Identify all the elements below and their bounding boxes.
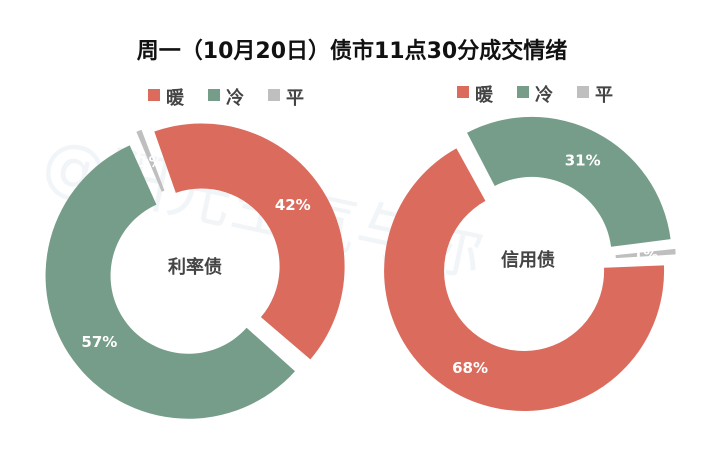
legend-item-0-暖: 暖 xyxy=(166,87,185,109)
donut-rate-bonds: 42% 57% 1% 利率债 暖 冷 平 xyxy=(45,87,345,419)
center-label-1: 信用债 xyxy=(501,249,555,271)
slice-0-平 xyxy=(136,129,165,192)
legend-swatch-1-平 xyxy=(577,86,589,98)
legend-0: 暖冷平 xyxy=(148,87,304,109)
legend-swatch-0-暖 xyxy=(148,89,160,101)
legend-swatch-0-平 xyxy=(268,89,280,101)
legend-item-1-暖: 暖 xyxy=(475,84,494,106)
legend-swatch-1-冷 xyxy=(517,86,529,98)
legend-swatch-1-暖 xyxy=(457,86,469,98)
data-label-1-平: 1% xyxy=(633,246,658,264)
data-label-0-冷: 57% xyxy=(81,333,117,351)
slice-1-暖 xyxy=(384,148,665,411)
chart-title: 周一（10月20日）债市11点30分成交情绪 xyxy=(137,38,567,64)
data-label-1-冷: 31% xyxy=(565,151,601,169)
legend-item-0-平: 平 xyxy=(286,88,304,109)
legend-swatch-0-冷 xyxy=(208,89,220,101)
legend-item-1-平: 平 xyxy=(595,85,613,106)
legend-1: 暖冷平 xyxy=(457,84,613,106)
slice-0-暖 xyxy=(154,123,345,360)
legend-item-0-冷: 冷 xyxy=(226,87,244,109)
data-label-0-暖: 42% xyxy=(275,196,311,214)
donut-credit-bonds: 68% 31% 1% 信用债 暖 冷 平 xyxy=(384,84,676,411)
slice-1-平 xyxy=(615,248,676,259)
data-label-0-平: 1% xyxy=(138,153,163,171)
data-label-1-暖: 68% xyxy=(452,359,488,377)
slice-1-冷 xyxy=(467,116,671,247)
slice-0-冷 xyxy=(45,145,296,419)
center-label-0: 利率债 xyxy=(168,256,222,278)
legend-item-1-冷: 冷 xyxy=(535,84,553,106)
